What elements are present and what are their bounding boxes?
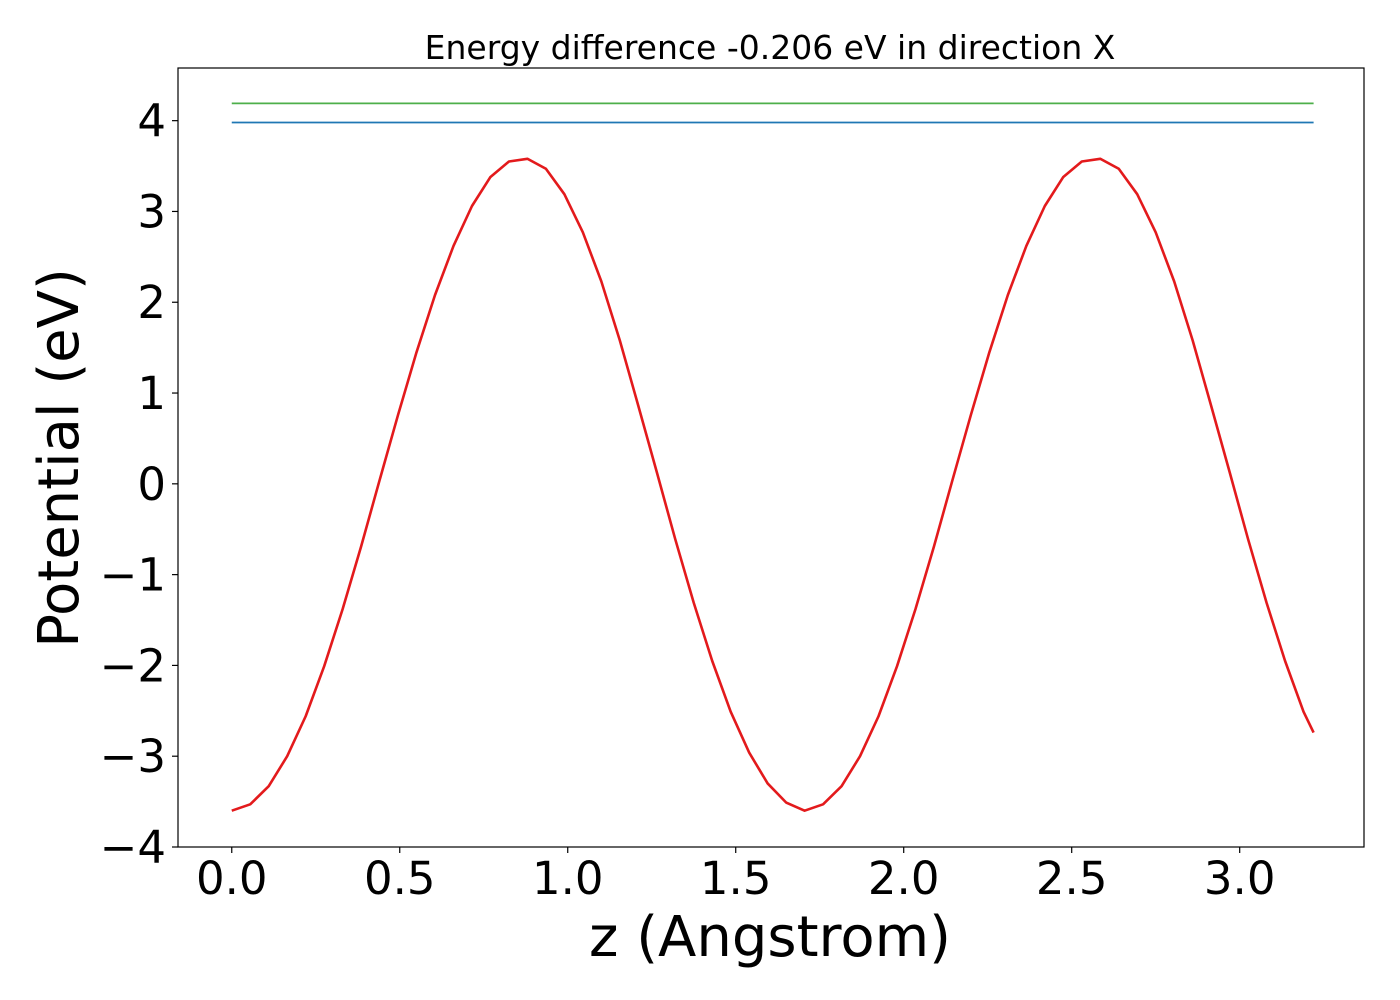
x-tick-label: 2.5 <box>1036 852 1108 905</box>
y-tick-label: 3 <box>137 185 166 238</box>
x-tick-label: 1.0 <box>532 852 604 905</box>
y-tick-label: 1 <box>137 367 166 420</box>
y-tick-label: −3 <box>100 730 166 783</box>
plot-frame <box>177 67 1365 848</box>
y-axis-ticks: −4 −3 −2 −1 0 1 2 3 4 <box>100 95 178 874</box>
x-tick-label: 2.0 <box>868 852 940 905</box>
y-tick-label: 4 <box>137 95 166 148</box>
y-axis-label: Potential (eV) <box>27 268 92 648</box>
series-line-potential <box>231 157 1315 812</box>
x-tick-label: 1.5 <box>700 852 772 905</box>
x-tick-label: 0.5 <box>364 852 436 905</box>
x-tick-label: 3.0 <box>1204 852 1276 905</box>
y-tick-label: −2 <box>100 639 166 692</box>
y-tick-label: 2 <box>137 276 166 329</box>
y-tick-label: −1 <box>100 549 166 602</box>
plot-lines <box>231 102 1315 812</box>
y-tick-label: −4 <box>100 821 166 874</box>
chart-title: Energy difference -0.206 eV in direction… <box>425 28 1116 67</box>
y-tick-label: 0 <box>137 458 166 511</box>
x-axis-ticks: 0.0 0.5 1.0 1.5 2.0 2.5 3.0 <box>196 847 1276 905</box>
x-axis-label: z (Angstrom) <box>589 905 951 970</box>
x-tick-label: 0.0 <box>196 852 268 905</box>
